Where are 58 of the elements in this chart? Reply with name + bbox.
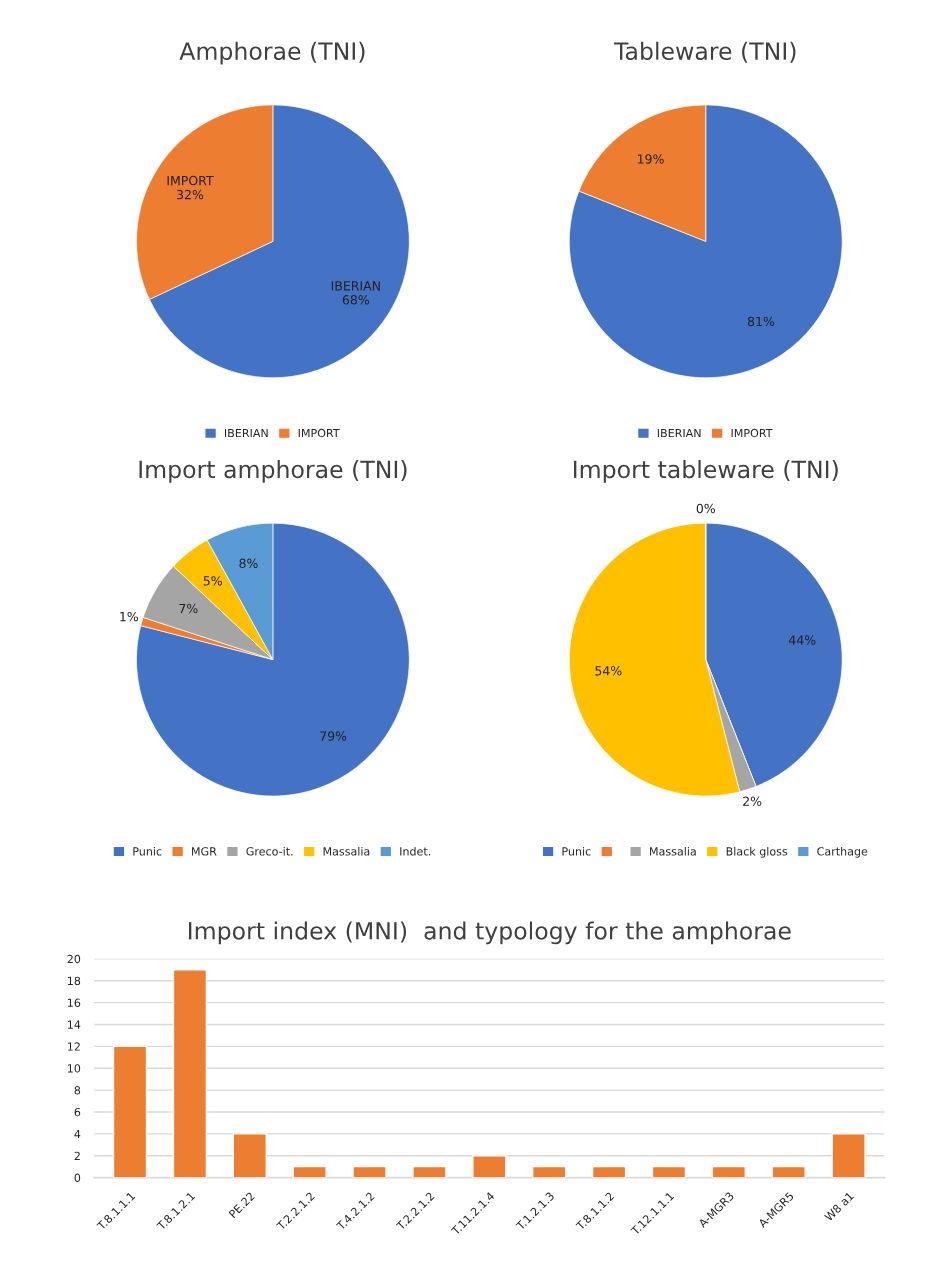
chart-title: Tableware (TNI) [613, 41, 796, 63]
y-tick-label: 18 [67, 976, 81, 986]
legend-label: Black gloss [726, 846, 788, 858]
data-label: 54% [595, 666, 622, 676]
bar [711, 1165, 747, 1178]
legend-label: Punic [133, 846, 162, 856]
data-label: IBERIAN 68% [331, 281, 380, 305]
y-tick-label: 8 [74, 1086, 81, 1095]
data-label: 1% [120, 611, 139, 622]
chart-title: Import amphorae (TNI) [139, 460, 407, 483]
y-tick-label: 20 [67, 954, 81, 964]
y-tick-label: 14 [67, 1020, 81, 1029]
data-label: 7% [179, 603, 198, 614]
y-tick-label: 10 [67, 1064, 81, 1073]
legend-label: Massalia [323, 846, 370, 856]
data-label: 2% [743, 796, 762, 806]
bar [651, 1165, 687, 1178]
chart-title: Amphorae (TNI) [179, 41, 365, 65]
bar [771, 1165, 806, 1178]
bar [591, 1165, 627, 1178]
bar [292, 1165, 327, 1178]
bar [352, 1165, 387, 1178]
y-tick-label: 6 [74, 1107, 81, 1117]
legend-label: IBERIAN [225, 429, 268, 438]
pie-slice [136, 522, 410, 797]
legend-label: IMPORT [731, 428, 773, 438]
legend-label: Carthage [817, 846, 868, 858]
chart-title: Import tableware (TNI) [574, 460, 838, 483]
bar [172, 969, 208, 1178]
legend-label: Greco-it. [246, 846, 293, 856]
legend-label: IBERIAN [657, 429, 701, 438]
text: 0% [696, 503, 715, 514]
y-tick-label: 0 [74, 1173, 81, 1182]
data-label: 8% [239, 558, 258, 569]
bar [532, 1165, 567, 1178]
legend-label: Punic [562, 846, 591, 856]
data-label: 44% [788, 635, 816, 645]
bar [472, 1155, 507, 1178]
data-label: 79% [320, 731, 347, 741]
y-tick-label: 16 [67, 998, 81, 1007]
data-label: 19% [638, 154, 664, 164]
legend-label: Indet. [400, 846, 431, 856]
y-tick-label: 2 [74, 1151, 80, 1160]
bar [112, 1045, 148, 1178]
legend-label: Massalia [650, 846, 696, 856]
pie-slice [568, 104, 843, 379]
data-label: 81% [747, 316, 775, 327]
data-label: IMPORT 32% [167, 175, 214, 200]
bar [232, 1133, 267, 1178]
y-tick-label: 12 [67, 1042, 80, 1051]
data-label: 5% [203, 576, 222, 586]
x-tick-label: W8 a1 [823, 1191, 854, 1222]
bar [412, 1165, 447, 1178]
legend-label: IMPORT [298, 428, 340, 438]
bar [831, 1133, 866, 1178]
y-tick-label: 4 [74, 1129, 81, 1139]
chart-title: Import index (MNI) and typology for the amphorae [189, 921, 791, 945]
legend-label: MGR [192, 847, 217, 856]
